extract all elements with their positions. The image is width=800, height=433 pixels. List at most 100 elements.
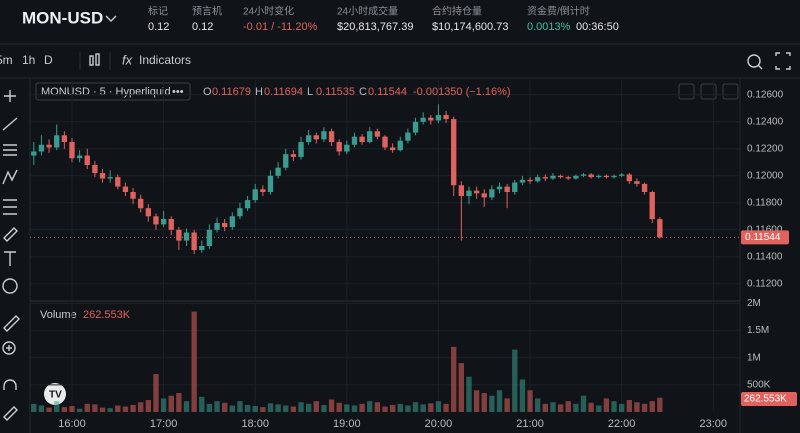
x-tick-label: 22:00 (608, 418, 636, 430)
volume-bar (168, 395, 174, 412)
candle-body (481, 193, 487, 198)
candle-body (31, 151, 37, 156)
candle-body (153, 216, 159, 225)
down-icon[interactable] (678, 83, 695, 100)
candle-body (649, 192, 655, 220)
candle-body (466, 190, 472, 197)
candle-body (550, 175, 556, 179)
candle-body (420, 117, 426, 122)
candle-body (641, 183, 648, 192)
zoom-tool[interactable] (2, 341, 16, 355)
symbol[interactable]: MON-USD (22, 8, 103, 27)
volume-bar (344, 404, 350, 412)
y-tick-label: 0.12000 (747, 170, 784, 181)
volume-bar (412, 402, 419, 412)
volume-bar (313, 401, 319, 412)
stat-value: 0.0013% (527, 21, 571, 33)
candle-body (435, 115, 442, 121)
indicators-button[interactable]: Indicators (139, 53, 191, 67)
volume-bar (237, 401, 243, 412)
legend-box[interactable] (35, 82, 191, 101)
candle-body (603, 175, 610, 178)
candle-style-icon[interactable] (89, 53, 100, 66)
candle-body (351, 136, 358, 145)
candle-body (214, 223, 220, 230)
volume-bar (565, 401, 571, 412)
candle-body (222, 223, 228, 228)
volume-bar (183, 401, 190, 412)
ohlc-value: 0.11679 (212, 86, 251, 98)
interval-button[interactable]: 1h (22, 53, 35, 67)
trendline-tool[interactable] (2, 117, 18, 131)
projection-tool[interactable] (3, 199, 17, 215)
candle-body (428, 117, 434, 121)
candle-body (84, 155, 90, 165)
y-tick-label: 0.12200 (747, 143, 784, 154)
interval-button[interactable]: D (44, 53, 53, 67)
crosshair-tool[interactable] (4, 90, 16, 102)
symbol-chevron[interactable] (105, 15, 117, 22)
volume-bar (573, 403, 579, 412)
candle-body (344, 144, 350, 152)
interval-button[interactable]: 5m (0, 53, 13, 67)
volume-bar (229, 405, 235, 412)
stat-value: $10,174,600.73 (432, 21, 508, 33)
fullscreen-icon[interactable] (775, 52, 791, 70)
volume-bar (69, 406, 75, 412)
candle-body (191, 232, 197, 251)
brush-tool[interactable] (3, 227, 18, 242)
candle-body (183, 232, 190, 241)
ohlc-letter: L (307, 86, 313, 98)
volume-bar (389, 404, 396, 412)
x-tick-label: 21:00 (516, 418, 544, 430)
volume-bar (420, 404, 426, 412)
magnet-tool[interactable] (3, 379, 17, 390)
volume-bar (54, 401, 60, 412)
fx-icon[interactable]: fx (122, 52, 133, 67)
volume-bar (519, 379, 526, 412)
volume-bar (305, 403, 312, 412)
ohlc-letter: H (255, 86, 263, 98)
x-tick-label: 17:00 (150, 418, 178, 430)
volume-bar (626, 400, 632, 412)
y-tick-label: 0.11400 (747, 251, 783, 262)
candle-body (267, 175, 274, 192)
volume-bar (489, 395, 495, 412)
volume-bar (527, 390, 533, 412)
candle-body (535, 177, 541, 182)
candle-body (321, 131, 327, 140)
fib-tool[interactable] (3, 144, 17, 156)
candle-body (405, 132, 411, 141)
settings-icon[interactable] (747, 54, 763, 70)
volume-bar (31, 403, 37, 412)
text-tool[interactable] (4, 251, 16, 266)
volume-bar (321, 404, 327, 412)
candle-body (542, 177, 548, 179)
up-icon[interactable] (700, 83, 717, 100)
candle-body (328, 131, 335, 143)
pattern-tool[interactable] (2, 169, 18, 185)
y-tick-label: 0.12400 (747, 116, 784, 127)
candle-body (618, 174, 625, 176)
collapse-icon[interactable] (722, 83, 739, 100)
candle-body (107, 177, 113, 179)
volume-bar (138, 402, 144, 412)
candle-body (382, 136, 388, 148)
volume-tick-label: 1M (747, 352, 761, 363)
volume-bar (451, 346, 457, 412)
candle-body (168, 219, 174, 230)
candle-body (580, 174, 587, 176)
ruler-tool[interactable] (3, 315, 20, 332)
icon-tool[interactable] (2, 278, 18, 294)
candle-body (298, 142, 304, 157)
ohlc-change: -0.001350 (−1.16%) (413, 86, 511, 98)
last-price-box (741, 230, 789, 245)
y-tick-label: 0.12600 (747, 89, 784, 100)
volume-bar (588, 402, 594, 412)
legend-menu[interactable]: ••• (172, 86, 184, 98)
lock-tool[interactable] (3, 406, 18, 421)
volume-bar (92, 404, 98, 412)
ohlc-value: 0.11535 (316, 86, 355, 98)
